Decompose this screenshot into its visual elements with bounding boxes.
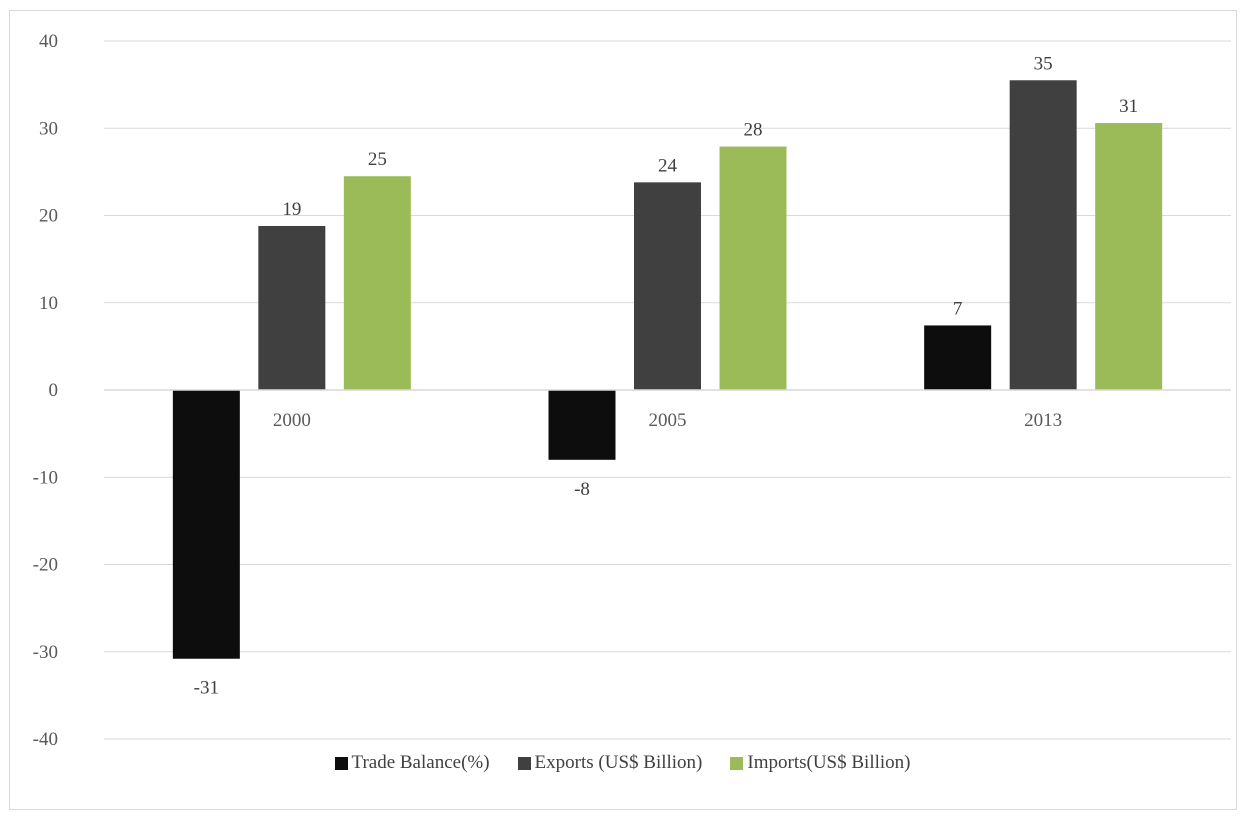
- legend-label-exports: Exports (US$ Billion): [534, 752, 703, 773]
- data-label: -31: [194, 678, 219, 699]
- y-tick-label: -20: [33, 555, 58, 576]
- data-label: 31: [1119, 96, 1138, 117]
- bar-exports-us-billion--2005: [634, 182, 701, 390]
- bars: [172, 80, 1163, 659]
- bar-exports-us-billion--2000: [258, 225, 326, 390]
- legend-swatch-exports: [517, 756, 531, 770]
- x-tick-label: 2005: [649, 410, 687, 431]
- data-label: 19: [282, 199, 301, 220]
- data-label: 7: [953, 298, 963, 319]
- data-label: 35: [1034, 53, 1053, 74]
- y-tick-label: -10: [33, 467, 58, 488]
- bar-exports-us-billion--2013: [1009, 80, 1077, 390]
- data-label: -8: [574, 479, 590, 500]
- bar-imports-us-billion--2000: [343, 176, 411, 390]
- data-label: 24: [658, 155, 678, 176]
- data-label: 28: [744, 120, 763, 141]
- bar-trade-balance--2000: [172, 390, 240, 659]
- x-tick-label: 2013: [1024, 410, 1062, 431]
- legend-label-imports: Imports(US$ Billion): [747, 752, 911, 773]
- y-tick-label: -30: [33, 642, 58, 663]
- data-labels: -31 19 25 -8 24 28 7 35 31: [194, 53, 1138, 698]
- y-tick-label: 30: [39, 118, 58, 139]
- y-tick-label: 0: [49, 380, 59, 401]
- legend-swatch-trade-balance: [334, 756, 348, 770]
- y-tick-label: 40: [39, 31, 58, 52]
- legend-item-exports: Exports (US$ Billion): [517, 752, 703, 774]
- x-tick-label: 2000: [273, 410, 311, 431]
- legend-item-trade-balance: Trade Balance(%): [334, 752, 490, 774]
- legend-item-imports: Imports(US$ Billion): [730, 752, 910, 774]
- bar-imports-us-billion--2005: [719, 146, 787, 390]
- bar-trade-balance--2013: [924, 325, 992, 390]
- bar-imports-us-billion--2013: [1095, 123, 1163, 390]
- y-tick-label: -40: [33, 729, 58, 750]
- legend: Trade Balance(%) Exports (US$ Billion) I…: [0, 748, 1245, 778]
- y-tick-label: 20: [39, 206, 58, 227]
- x-axis-category-labels: 2000 2005 2013: [273, 410, 1062, 431]
- y-axis-tick-labels: 40 30 20 10 0 -10 -20 -30 -40: [33, 31, 58, 750]
- data-label: 25: [368, 149, 387, 170]
- legend-label-trade-balance: Trade Balance(%): [351, 752, 490, 773]
- bar-trade-balance--2005: [548, 390, 616, 460]
- y-tick-label: 10: [39, 293, 58, 314]
- legend-swatch-imports: [730, 756, 744, 770]
- gridlines: [104, 40, 1231, 740]
